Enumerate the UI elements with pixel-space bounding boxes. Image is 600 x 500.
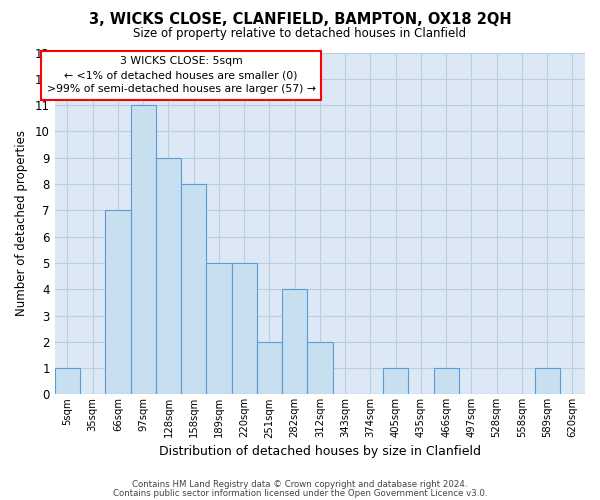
Text: Contains HM Land Registry data © Crown copyright and database right 2024.: Contains HM Land Registry data © Crown c… <box>132 480 468 489</box>
Bar <box>307 342 332 394</box>
Bar <box>131 105 156 395</box>
Bar <box>106 210 131 394</box>
Bar <box>55 368 80 394</box>
Text: 3 WICKS CLOSE: 5sqm
← <1% of detached houses are smaller (0)
>99% of semi-detach: 3 WICKS CLOSE: 5sqm ← <1% of detached ho… <box>47 56 316 94</box>
Bar <box>156 158 181 394</box>
Bar <box>232 263 257 394</box>
Bar <box>206 263 232 394</box>
Bar <box>257 342 282 394</box>
Y-axis label: Number of detached properties: Number of detached properties <box>15 130 28 316</box>
Text: Contains public sector information licensed under the Open Government Licence v3: Contains public sector information licen… <box>113 489 487 498</box>
X-axis label: Distribution of detached houses by size in Clanfield: Distribution of detached houses by size … <box>159 444 481 458</box>
Bar <box>383 368 408 394</box>
Text: 3, WICKS CLOSE, CLANFIELD, BAMPTON, OX18 2QH: 3, WICKS CLOSE, CLANFIELD, BAMPTON, OX18… <box>89 12 511 28</box>
Bar <box>282 289 307 395</box>
Bar <box>181 184 206 394</box>
Bar <box>434 368 459 394</box>
Text: Size of property relative to detached houses in Clanfield: Size of property relative to detached ho… <box>133 28 467 40</box>
Bar <box>535 368 560 394</box>
